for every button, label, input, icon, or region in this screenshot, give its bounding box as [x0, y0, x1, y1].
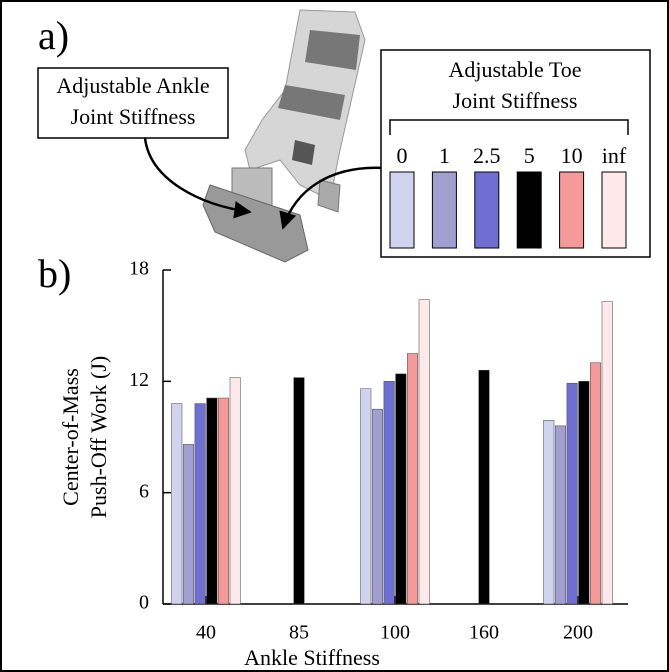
bar [478, 369, 490, 605]
y-axis-label: Push-Off Work (J) [86, 356, 111, 518]
y-tick-label: 12 [129, 369, 149, 391]
legend-label: 1 [439, 143, 450, 168]
legend-swatch [389, 171, 415, 249]
bar [218, 397, 230, 605]
x-tick-label: 200 [563, 622, 593, 644]
x-tick-label: 40 [196, 622, 216, 644]
strap [305, 30, 360, 70]
toe-joint [317, 179, 341, 213]
legend-swatch [516, 171, 542, 249]
legend-title: Joint Stiffness [453, 88, 578, 113]
y-tick-label: 0 [139, 592, 149, 614]
bar [566, 382, 578, 605]
legend-label: 10 [561, 143, 583, 168]
arrow [279, 166, 386, 230]
panel-label: b) [38, 251, 71, 296]
x-tick-label: 160 [469, 622, 499, 644]
annotation: Adjustable Ankle [56, 73, 209, 98]
bar [418, 299, 430, 605]
bar [371, 408, 383, 605]
bar [182, 444, 194, 605]
legend-swatch [559, 171, 585, 249]
legend-label: 2.5 [473, 143, 501, 168]
bar [590, 362, 602, 605]
legend-label: 5 [524, 143, 535, 168]
prosthesis-illustration [202, 9, 366, 263]
arrow [143, 137, 252, 219]
bar [206, 397, 218, 605]
legend-swatch [474, 171, 500, 249]
bracket [389, 119, 629, 135]
annotation: Joint Stiffness [71, 104, 196, 129]
annotation-box [37, 67, 229, 139]
bar [383, 381, 395, 605]
strap [278, 85, 345, 120]
legend-title: Adjustable Toe [448, 57, 581, 82]
y-tick-label: 6 [139, 480, 149, 502]
bar [194, 403, 206, 605]
legend-label: 0 [397, 143, 408, 168]
bar [543, 420, 555, 605]
bar [171, 403, 183, 605]
bar [601, 301, 613, 605]
bar [293, 377, 305, 605]
bar [360, 388, 372, 605]
foot-plate [202, 184, 309, 263]
legend-swatch [601, 171, 627, 249]
y-tick-label: 18 [129, 258, 149, 280]
y-axis-label: Center-of-Mass [58, 368, 83, 506]
bar [578, 381, 590, 605]
x-axis-label: Ankle Stiffness [244, 645, 380, 670]
buckle [292, 140, 315, 165]
bar [554, 425, 566, 605]
x-tick-label: 100 [380, 622, 410, 644]
panel-label: a) [38, 13, 69, 58]
legend-swatch [431, 171, 457, 249]
bar [407, 353, 419, 605]
x-tick-label: 85 [289, 622, 309, 644]
bar [229, 377, 241, 605]
legend-label: inf [602, 143, 627, 168]
bar [395, 373, 407, 605]
